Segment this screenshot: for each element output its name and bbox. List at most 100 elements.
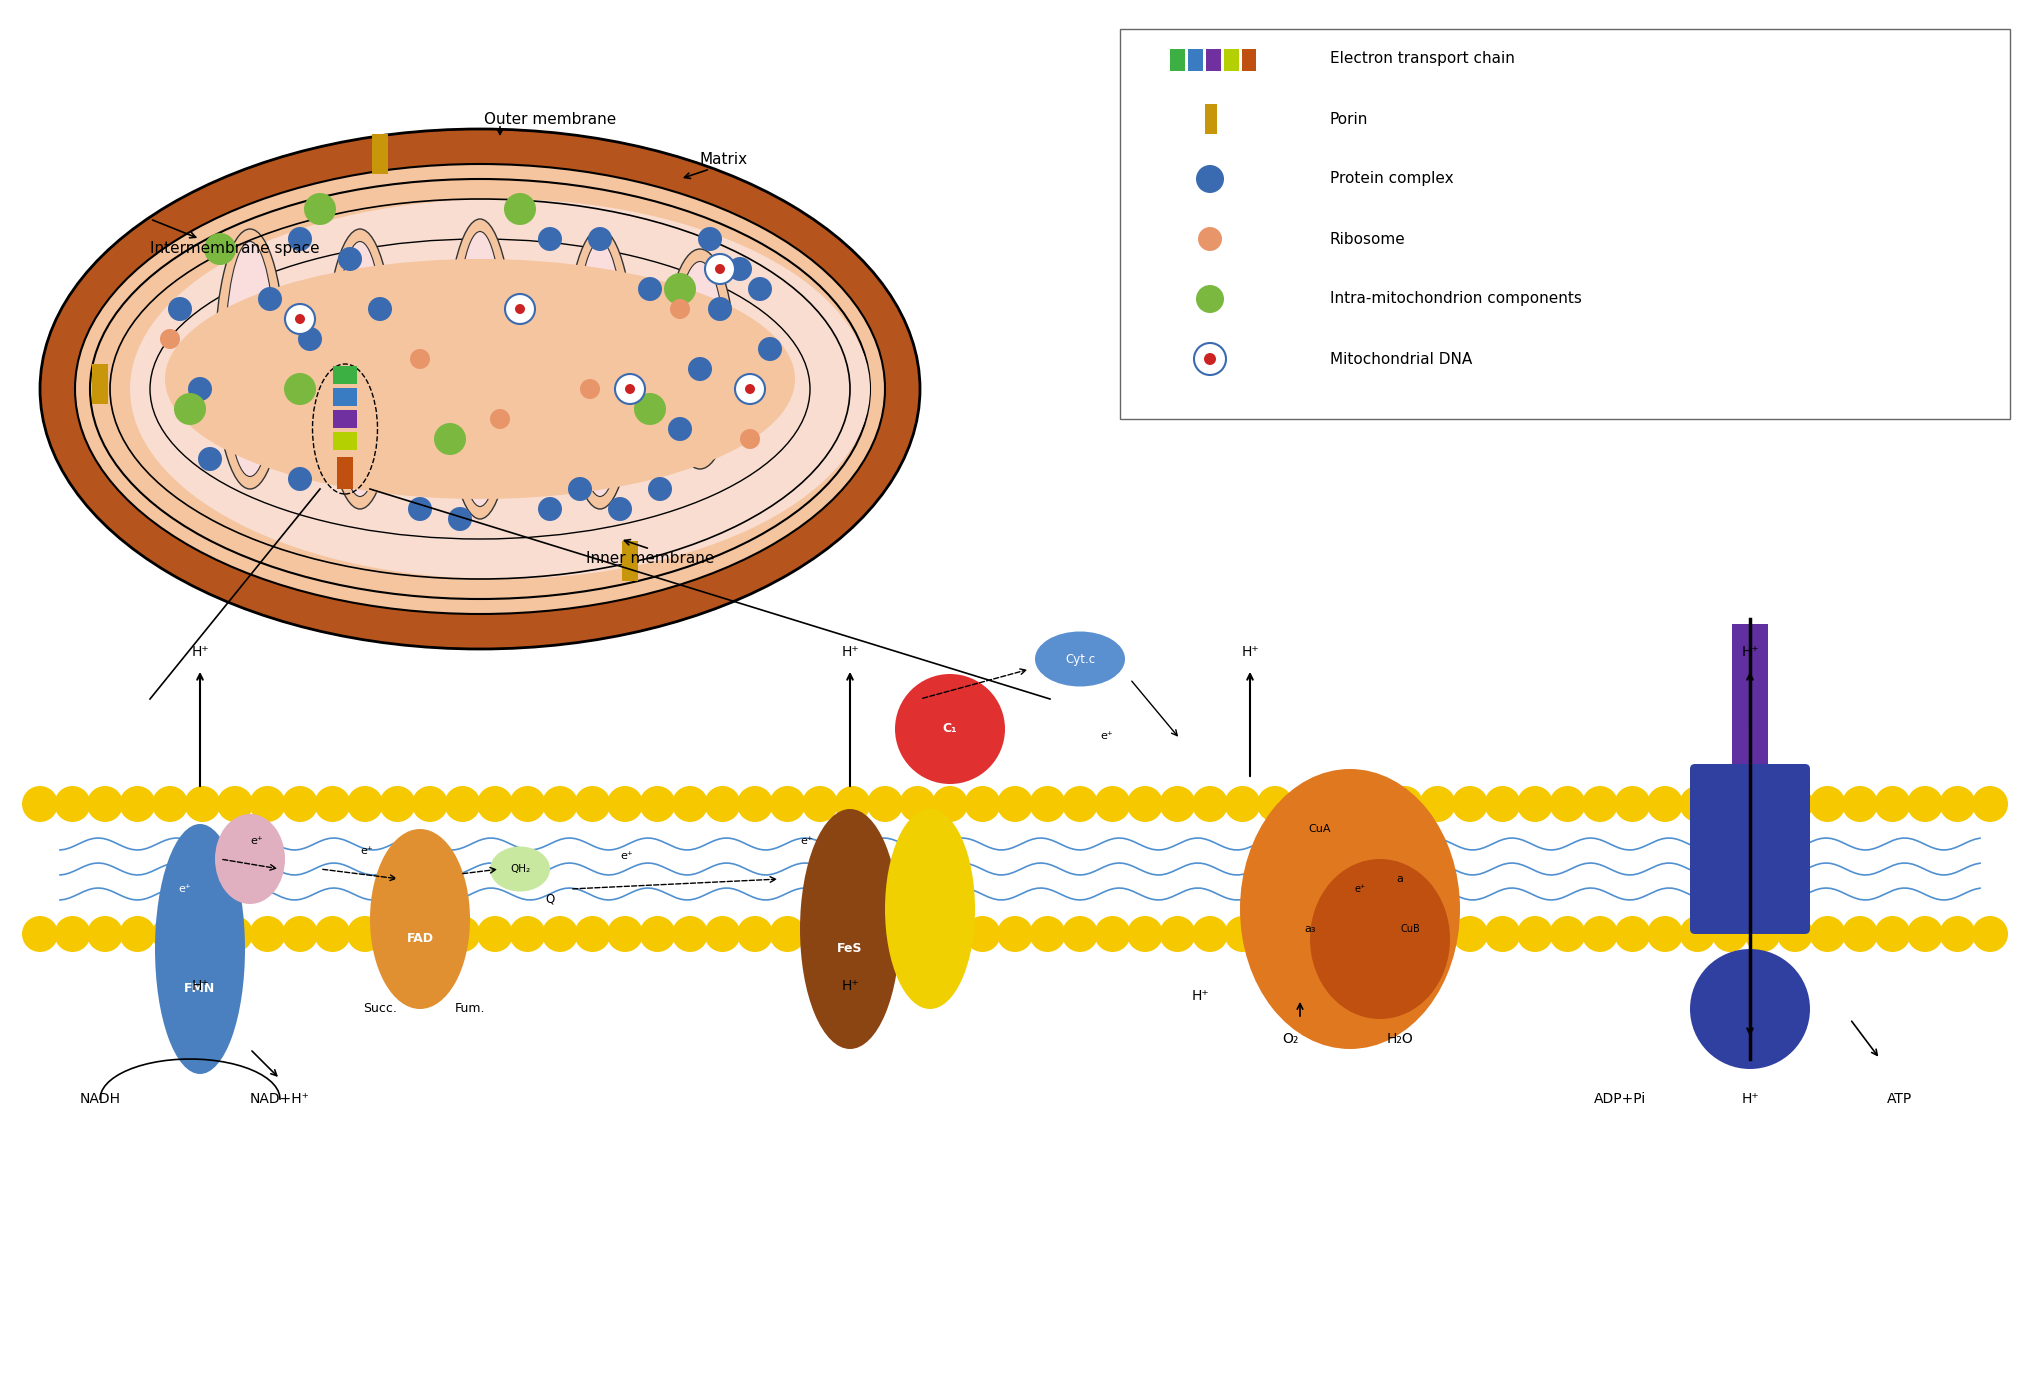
Circle shape xyxy=(1939,915,1975,951)
Text: Intermembrane space: Intermembrane space xyxy=(150,242,319,257)
Text: Fum.: Fum. xyxy=(455,1003,486,1015)
Circle shape xyxy=(1713,786,1748,822)
Text: Electron transport chain: Electron transport chain xyxy=(1331,51,1516,67)
Ellipse shape xyxy=(1034,632,1126,686)
Circle shape xyxy=(504,193,536,225)
Circle shape xyxy=(1323,786,1357,822)
Text: ATP: ATP xyxy=(1888,1092,1912,1106)
Circle shape xyxy=(689,357,711,381)
Circle shape xyxy=(299,326,321,351)
Circle shape xyxy=(289,467,313,490)
Circle shape xyxy=(380,786,415,822)
Circle shape xyxy=(1745,915,1780,951)
Circle shape xyxy=(408,497,433,521)
Circle shape xyxy=(337,247,362,271)
Circle shape xyxy=(738,915,772,951)
Circle shape xyxy=(217,915,254,951)
Bar xyxy=(1242,49,1256,71)
Circle shape xyxy=(120,915,156,951)
Circle shape xyxy=(87,915,124,951)
Ellipse shape xyxy=(1691,949,1811,1070)
Ellipse shape xyxy=(575,242,626,496)
Circle shape xyxy=(965,915,1000,951)
Circle shape xyxy=(715,264,725,274)
Bar xyxy=(333,388,358,406)
Text: e⁺: e⁺ xyxy=(1099,731,1114,740)
Circle shape xyxy=(380,915,415,951)
Circle shape xyxy=(1778,786,1813,822)
Text: e⁺: e⁺ xyxy=(179,883,191,895)
Circle shape xyxy=(803,786,837,822)
Circle shape xyxy=(1615,915,1650,951)
Circle shape xyxy=(638,276,662,301)
Circle shape xyxy=(673,786,707,822)
Circle shape xyxy=(1063,786,1097,822)
Circle shape xyxy=(169,297,191,321)
Circle shape xyxy=(282,786,317,822)
Text: H⁺: H⁺ xyxy=(841,979,860,993)
Circle shape xyxy=(284,374,317,406)
Text: C₁: C₁ xyxy=(943,722,957,736)
Circle shape xyxy=(640,786,675,822)
Circle shape xyxy=(1971,786,2008,822)
FancyBboxPatch shape xyxy=(91,364,108,404)
Circle shape xyxy=(608,786,642,822)
Circle shape xyxy=(1128,915,1162,951)
Circle shape xyxy=(175,393,205,425)
Circle shape xyxy=(510,915,545,951)
Circle shape xyxy=(900,786,935,822)
Circle shape xyxy=(1160,786,1195,822)
Text: Q: Q xyxy=(545,893,555,906)
Bar xyxy=(333,365,358,383)
Circle shape xyxy=(1225,786,1260,822)
Circle shape xyxy=(445,786,480,822)
Text: FeS: FeS xyxy=(837,943,864,956)
FancyBboxPatch shape xyxy=(1120,29,2010,419)
Circle shape xyxy=(1906,915,1943,951)
Circle shape xyxy=(1939,786,1975,822)
Text: Matrix: Matrix xyxy=(699,151,748,167)
Circle shape xyxy=(22,786,59,822)
FancyBboxPatch shape xyxy=(622,540,638,581)
Circle shape xyxy=(258,288,282,311)
Circle shape xyxy=(965,786,1000,822)
Circle shape xyxy=(1778,915,1813,951)
Bar xyxy=(1170,49,1185,71)
Circle shape xyxy=(1841,786,1878,822)
Circle shape xyxy=(478,915,512,951)
Circle shape xyxy=(410,349,431,369)
Ellipse shape xyxy=(165,258,795,499)
Circle shape xyxy=(616,374,644,404)
Circle shape xyxy=(120,786,156,822)
Text: e⁺: e⁺ xyxy=(250,836,262,846)
Ellipse shape xyxy=(455,232,506,507)
Text: Cyt.c: Cyt.c xyxy=(1065,653,1095,665)
Ellipse shape xyxy=(490,846,551,892)
Circle shape xyxy=(1095,915,1130,951)
Circle shape xyxy=(1841,915,1878,951)
Circle shape xyxy=(569,476,591,501)
Circle shape xyxy=(835,786,870,822)
Circle shape xyxy=(368,297,392,321)
Circle shape xyxy=(1906,786,1943,822)
Circle shape xyxy=(197,447,221,471)
Circle shape xyxy=(1030,786,1065,822)
Text: H⁺: H⁺ xyxy=(841,644,860,658)
Circle shape xyxy=(87,786,124,822)
Circle shape xyxy=(543,786,577,822)
Text: H⁺: H⁺ xyxy=(191,644,209,658)
Circle shape xyxy=(705,254,736,283)
Circle shape xyxy=(634,393,666,425)
Circle shape xyxy=(803,915,837,951)
Circle shape xyxy=(315,786,350,822)
Circle shape xyxy=(640,915,675,951)
Circle shape xyxy=(1550,786,1585,822)
Circle shape xyxy=(1420,786,1455,822)
Circle shape xyxy=(1745,786,1780,822)
Circle shape xyxy=(152,786,189,822)
Circle shape xyxy=(707,297,732,321)
Circle shape xyxy=(315,915,350,951)
Circle shape xyxy=(514,304,524,314)
FancyBboxPatch shape xyxy=(1691,764,1811,933)
Bar xyxy=(1731,624,1768,804)
